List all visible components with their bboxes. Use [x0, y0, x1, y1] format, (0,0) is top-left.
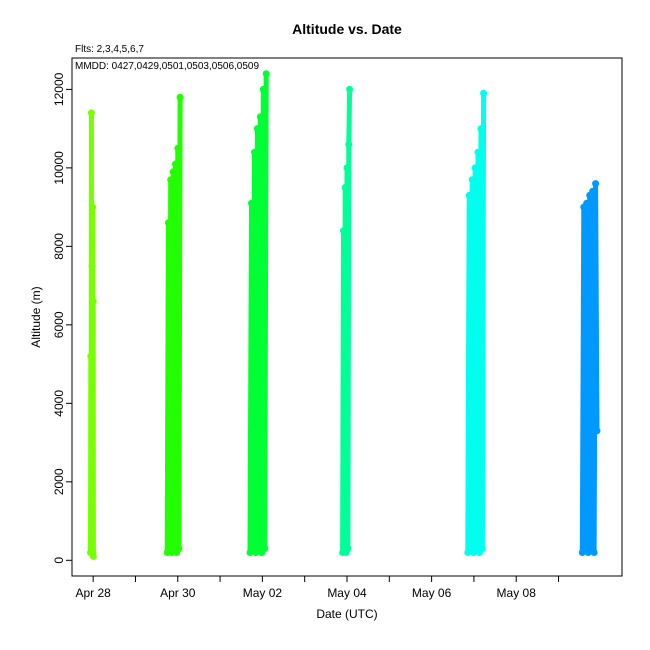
data-point [593, 427, 601, 435]
y-tick-label: 2000 [52, 468, 66, 495]
data-point [478, 545, 486, 552]
data-point [89, 203, 97, 211]
data-point [87, 352, 95, 360]
data-point [589, 187, 597, 195]
data-point [251, 148, 258, 156]
x-tick-label: May 02 [243, 586, 283, 600]
flight-track-6 [579, 181, 600, 555]
y-tick-label: 6000 [52, 311, 66, 338]
data-point [344, 545, 352, 552]
x-axis: Apr 28 Apr 30 May 02 May 04 May 06 May 08 [72, 575, 622, 600]
data-point [259, 85, 267, 93]
data-point [256, 113, 264, 121]
y-tick-label: 8000 [52, 233, 66, 260]
y-axis: 0 2000 4000 6000 8000 10000 12000 [52, 58, 73, 576]
data-point [175, 545, 183, 552]
data-point [167, 176, 175, 184]
flight-track-2 [164, 94, 183, 555]
data-point [89, 552, 97, 560]
data-point [262, 70, 270, 78]
data-point [583, 199, 591, 207]
data-point [341, 184, 349, 191]
data-point [592, 180, 600, 188]
x-tick-label: May 04 [327, 586, 367, 600]
data-point [480, 89, 488, 97]
data-point [164, 219, 172, 227]
x-tick-label: May 08 [497, 586, 537, 600]
data-point [346, 85, 354, 93]
data-point [176, 93, 184, 101]
data-point [345, 140, 353, 148]
flight-track-1 [88, 110, 96, 559]
y-tick-label: 12000 [52, 72, 66, 106]
data-point [169, 168, 177, 176]
data-point [87, 109, 95, 117]
data-point [171, 160, 179, 168]
data-point [253, 125, 261, 133]
flights-subtitle: Flts: 2,3,4,5,6,7 [75, 44, 144, 55]
mmdd-subtitle: MMDD: 0427,0429,0501,0503,0506,0509 [75, 61, 259, 72]
data-point [471, 164, 479, 172]
data-point [590, 549, 598, 556]
y-tick-label: 10000 [52, 151, 66, 185]
data-point [468, 176, 476, 184]
data-point [340, 227, 347, 235]
flight-track-3 [247, 71, 269, 555]
chart-title: Altitude vs. Date [292, 21, 402, 37]
data-point [174, 144, 182, 152]
data-point [88, 262, 96, 270]
x-axis-label: Date (UTC) [316, 607, 377, 621]
data-point [248, 199, 255, 207]
data-point [465, 191, 473, 199]
y-axis-label: Altitude (m) [29, 286, 43, 347]
data-point [89, 297, 97, 305]
data-point [477, 125, 485, 133]
x-tick-label: May 06 [412, 586, 452, 600]
y-tick-label: 4000 [52, 390, 66, 417]
flight-track-5 [465, 90, 487, 555]
data-point [343, 164, 351, 172]
y-tick-label: 0 [52, 557, 66, 564]
data-point [474, 148, 482, 156]
x-tick-label: Apr 28 [75, 586, 111, 600]
x-tick-label: Apr 30 [160, 586, 196, 600]
plot-points [87, 70, 601, 560]
data-point [261, 545, 269, 552]
